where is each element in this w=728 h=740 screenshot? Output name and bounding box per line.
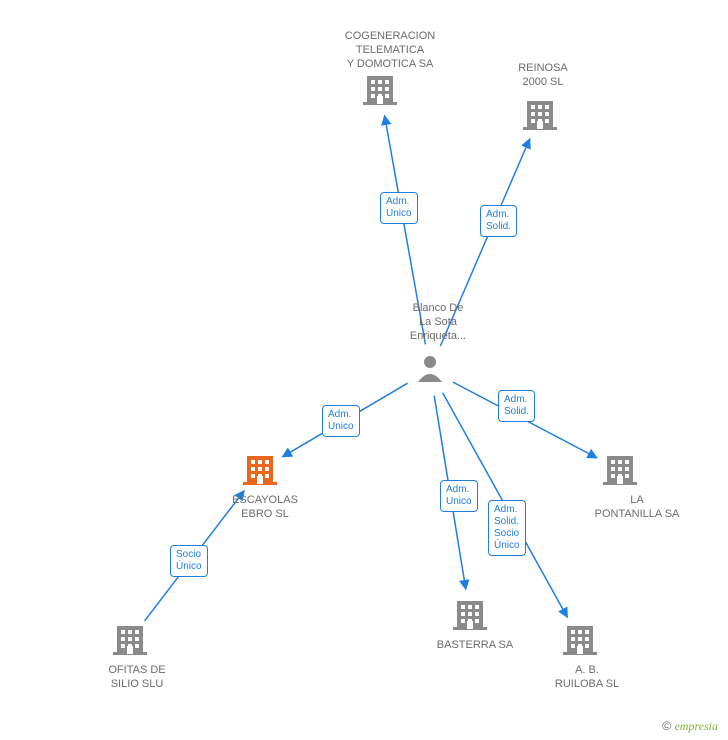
edge-label: Adm. Solid. <box>480 205 517 237</box>
company-node-escay[interactable]: ESCAYOLAS EBRO SL <box>220 492 310 522</box>
company-node-ruil[interactable]: A. B. RUILOBA SL <box>547 662 627 692</box>
person-icon <box>418 356 442 382</box>
building-icon <box>603 456 637 485</box>
company-node-cogen[interactable]: COGENERACION TELEMATICA Y DOMOTICA SA <box>330 28 450 71</box>
building-icon <box>523 101 557 130</box>
copyright: © empresia <box>662 719 718 734</box>
company-label: A. B. RUILOBA SL <box>547 664 627 692</box>
edge-label: Adm. Unico <box>322 405 360 437</box>
company-label: OFITAS DE SILIO SLU <box>97 664 177 692</box>
company-label: COGENERACION TELEMATICA Y DOMOTICA SA <box>330 30 450 71</box>
building-icon <box>563 626 597 655</box>
company-label: BASTERRA SA <box>430 639 520 653</box>
building-icon <box>243 456 277 485</box>
company-label: LA PONTANILLA SA <box>587 494 687 522</box>
building-icon <box>113 626 147 655</box>
edge-label: Adm. Solid. <box>498 390 535 422</box>
center-label: Blanco De La Sota Enriqueta... <box>398 302 478 343</box>
edge-label: Adm. Unico <box>380 192 418 224</box>
company-label: ESCAYOLAS EBRO SL <box>220 494 310 522</box>
company-node-pont[interactable]: LA PONTANILLA SA <box>587 492 687 522</box>
network-svg <box>0 0 728 740</box>
edge-label: Adm. Unico <box>440 480 478 512</box>
building-icon <box>363 76 397 105</box>
company-label: REINOSA 2000 SL <box>508 62 578 90</box>
center-node[interactable]: Blanco De La Sota Enriqueta... <box>398 300 478 343</box>
copyright-symbol: © <box>662 719 671 733</box>
company-node-reinosa[interactable]: REINOSA 2000 SL <box>508 60 578 90</box>
building-icon <box>453 601 487 630</box>
copyright-brand: empresia <box>674 719 718 733</box>
company-node-bast[interactable]: BASTERRA SA <box>430 637 520 653</box>
company-node-ofitas[interactable]: OFITAS DE SILIO SLU <box>97 662 177 692</box>
edge-label: Socio Único <box>170 545 208 577</box>
edge-label: Adm. Solid. Socio Único <box>488 500 526 556</box>
